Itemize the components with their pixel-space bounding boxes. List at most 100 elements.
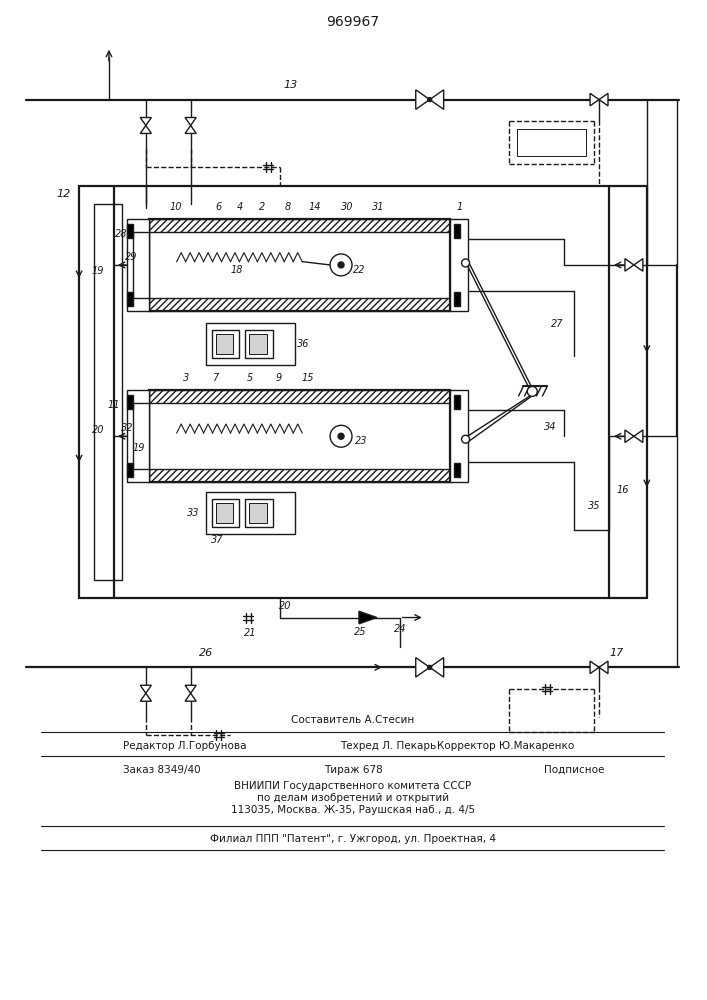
Circle shape bbox=[338, 262, 344, 268]
Bar bbox=[148, 219, 450, 311]
Text: 11: 11 bbox=[107, 400, 120, 410]
Polygon shape bbox=[599, 93, 608, 106]
Polygon shape bbox=[416, 90, 430, 109]
Text: 26: 26 bbox=[199, 648, 213, 658]
Text: 37: 37 bbox=[211, 535, 224, 545]
Bar bbox=[216, 503, 233, 523]
Text: 20: 20 bbox=[279, 601, 291, 611]
Bar bbox=[133, 232, 148, 298]
Bar bbox=[454, 463, 460, 477]
Bar bbox=[454, 224, 460, 238]
Polygon shape bbox=[634, 430, 643, 443]
Text: 14: 14 bbox=[309, 202, 322, 212]
Text: Тираж 678: Тираж 678 bbox=[324, 765, 382, 775]
Bar bbox=[127, 292, 133, 306]
Bar bbox=[450, 390, 467, 482]
Bar bbox=[148, 390, 450, 482]
Text: 113035, Москва. Ж-35, Раушская наб., д. 4/5: 113035, Москва. Ж-35, Раушская наб., д. … bbox=[231, 805, 475, 815]
Circle shape bbox=[428, 665, 432, 669]
Circle shape bbox=[462, 259, 469, 267]
Polygon shape bbox=[625, 259, 634, 271]
Polygon shape bbox=[185, 118, 197, 125]
Bar bbox=[127, 219, 148, 311]
Bar bbox=[450, 219, 467, 311]
Text: Техред Л. Пекарь: Техред Л. Пекарь bbox=[340, 741, 436, 751]
Text: 16: 16 bbox=[617, 485, 629, 495]
Circle shape bbox=[338, 433, 344, 439]
Polygon shape bbox=[140, 693, 151, 701]
Text: 17: 17 bbox=[610, 648, 624, 658]
Text: ВНИИПИ Государственного комитета СССР: ВНИИПИ Государственного комитета СССР bbox=[235, 781, 472, 791]
Polygon shape bbox=[430, 90, 444, 109]
Text: 2: 2 bbox=[259, 202, 266, 212]
Text: 18: 18 bbox=[230, 265, 243, 275]
Text: 25: 25 bbox=[354, 627, 366, 637]
Bar bbox=[133, 403, 148, 469]
Text: Редактор Л.Горбунова: Редактор Л.Горбунова bbox=[123, 741, 247, 751]
Bar bbox=[518, 129, 586, 156]
Bar bbox=[127, 390, 148, 482]
Circle shape bbox=[330, 425, 352, 447]
Bar bbox=[250, 334, 267, 354]
Polygon shape bbox=[140, 125, 151, 133]
Text: 6: 6 bbox=[216, 202, 222, 212]
Text: 22: 22 bbox=[353, 265, 366, 275]
Text: 19: 19 bbox=[133, 443, 145, 453]
Polygon shape bbox=[625, 430, 634, 443]
Polygon shape bbox=[359, 611, 377, 624]
Text: 35: 35 bbox=[588, 501, 600, 511]
Text: 28: 28 bbox=[115, 229, 127, 239]
Bar bbox=[206, 323, 296, 365]
Circle shape bbox=[527, 386, 537, 396]
Text: 21: 21 bbox=[244, 628, 257, 638]
Text: Составитель А.Стесин: Составитель А.Стесин bbox=[291, 715, 414, 725]
Bar bbox=[127, 224, 133, 238]
Bar bbox=[211, 330, 240, 358]
Bar bbox=[211, 499, 240, 527]
Polygon shape bbox=[140, 685, 151, 693]
Text: 36: 36 bbox=[297, 339, 310, 349]
Text: 8: 8 bbox=[285, 202, 291, 212]
Bar bbox=[148, 469, 450, 482]
Circle shape bbox=[462, 435, 469, 443]
Bar bbox=[216, 334, 233, 354]
Polygon shape bbox=[590, 661, 599, 674]
Polygon shape bbox=[590, 93, 599, 106]
Bar bbox=[127, 395, 133, 409]
Text: 9: 9 bbox=[275, 373, 281, 383]
Bar bbox=[245, 499, 274, 527]
Text: 27: 27 bbox=[551, 319, 563, 329]
Polygon shape bbox=[599, 661, 608, 674]
Text: 5: 5 bbox=[247, 373, 254, 383]
Text: Заказ 8349/40: Заказ 8349/40 bbox=[123, 765, 201, 775]
Polygon shape bbox=[430, 658, 444, 677]
Text: Корректор Ю.Макаренко: Корректор Ю.Макаренко bbox=[437, 741, 574, 751]
Text: 3: 3 bbox=[182, 373, 189, 383]
Bar bbox=[245, 330, 274, 358]
Text: 12: 12 bbox=[57, 189, 71, 199]
Text: по делам изобретений и открытий: по делам изобретений и открытий bbox=[257, 793, 449, 803]
Polygon shape bbox=[185, 685, 197, 693]
Bar bbox=[454, 292, 460, 306]
Polygon shape bbox=[185, 125, 197, 133]
Bar bbox=[94, 204, 122, 580]
Text: 20: 20 bbox=[91, 425, 104, 435]
Bar bbox=[454, 395, 460, 409]
Text: 33: 33 bbox=[187, 508, 200, 518]
Text: 19: 19 bbox=[91, 266, 104, 276]
Text: 29: 29 bbox=[124, 252, 137, 262]
Text: 30: 30 bbox=[341, 202, 354, 212]
Polygon shape bbox=[140, 118, 151, 125]
Text: 15: 15 bbox=[302, 373, 315, 383]
Bar bbox=[127, 463, 133, 477]
Text: 7: 7 bbox=[212, 373, 218, 383]
Bar bbox=[206, 492, 296, 534]
Text: 23: 23 bbox=[355, 436, 367, 446]
Circle shape bbox=[428, 98, 432, 102]
Text: 4: 4 bbox=[238, 202, 244, 212]
Text: 13: 13 bbox=[283, 80, 298, 90]
Polygon shape bbox=[416, 658, 430, 677]
Text: 969967: 969967 bbox=[327, 15, 380, 29]
Bar bbox=[148, 298, 450, 311]
Text: 10: 10 bbox=[170, 202, 182, 212]
